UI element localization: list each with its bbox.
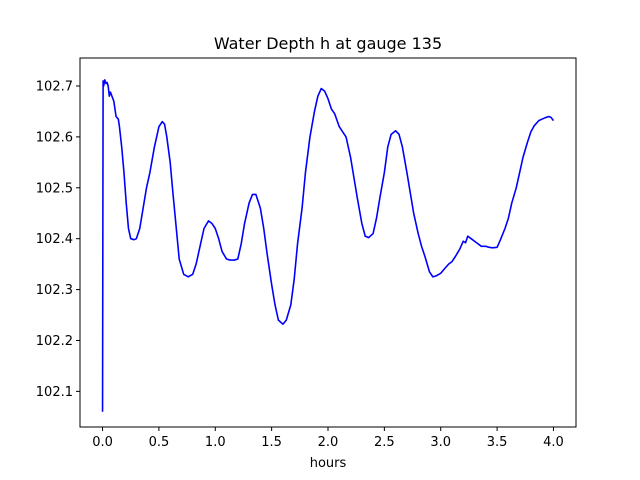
y-tick-label-3: 102.4 [36,232,73,247]
x-axis-label: hours [310,456,347,471]
y-tick-label-2: 102.3 [36,283,73,298]
y-tick-label-1: 102.2 [36,334,73,349]
x-tick-label-6: 3.0 [430,435,451,450]
plot-area [101,79,555,412]
plot-frame [79,57,577,428]
x-tick-label-5: 2.5 [374,435,395,450]
x-tick-label-1: 0.5 [149,435,170,450]
y-tick-label-0: 102.1 [36,385,73,400]
y-tick-label-6: 102.7 [36,79,73,94]
chart-title: Water Depth h at gauge 135 [214,34,442,53]
x-tick-label-4: 2.0 [318,435,339,450]
y-tick-label-4: 102.5 [36,181,73,196]
x-tick-label-0: 0.0 [92,435,113,450]
x-tick-label-8: 4.0 [543,435,564,450]
x-axis: 0.0 0.5 1.0 1.5 2.0 2.5 3.0 3.5 4.0 [92,427,564,450]
x-tick-label-3: 1.5 [261,435,282,450]
y-axis: 102.1 102.2 102.3 102.4 102.5 102.6 102.7 [36,79,80,400]
series-line-0 [101,79,555,412]
x-tick-label-2: 1.0 [205,435,226,450]
x-tick-label-7: 3.5 [487,435,508,450]
y-tick-label-5: 102.6 [36,130,73,145]
